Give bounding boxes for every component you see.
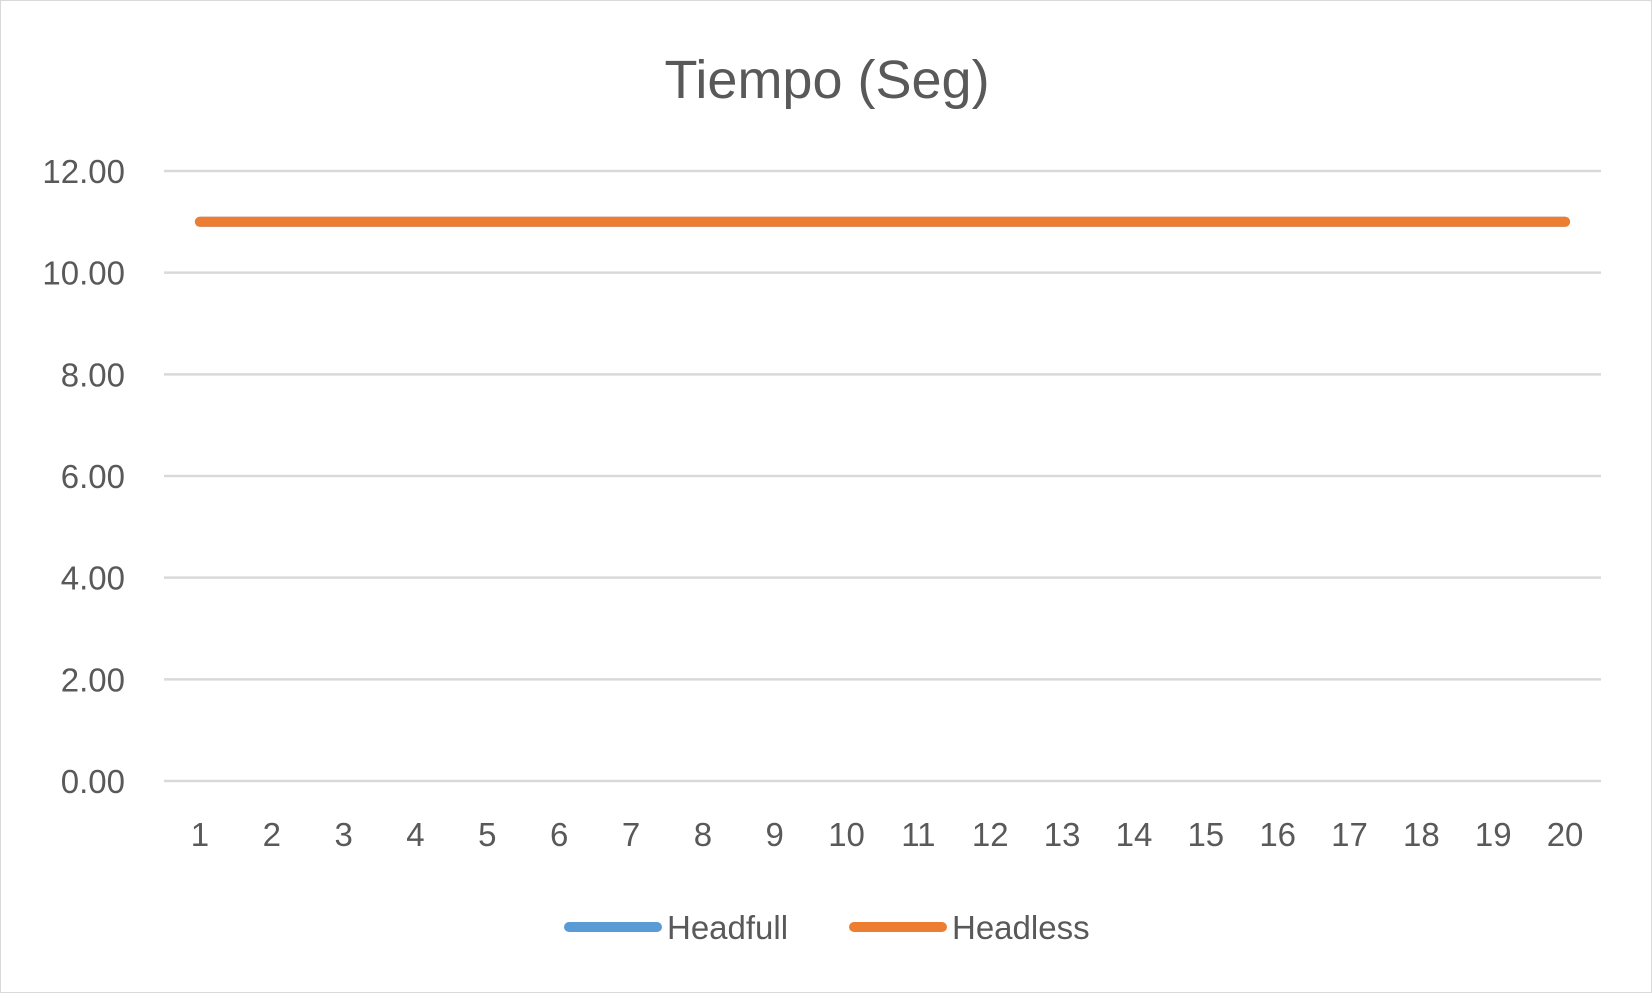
y-tick-label: 10.00 (42, 255, 125, 292)
x-tick-label: 7 (622, 816, 640, 853)
x-tick-label: 16 (1259, 816, 1296, 853)
x-tick-label: 6 (550, 816, 568, 853)
x-tick-label: 4 (406, 816, 424, 853)
x-tick-label: 12 (972, 816, 1009, 853)
x-tick-label: 5 (478, 816, 496, 853)
x-tick-label: 9 (766, 816, 784, 853)
y-tick-label: 0.00 (61, 763, 125, 800)
x-tick-label: 1 (191, 816, 209, 853)
y-tick-label: 8.00 (61, 356, 125, 393)
chart-title: Tiempo (Seg) (664, 50, 989, 110)
y-axis-ticks: 0.00 2.00 4.00 6.00 8.00 10.00 12.00 (42, 153, 125, 800)
legend: Headfull Headless (564, 909, 1090, 946)
x-tick-label: 8 (694, 816, 712, 853)
x-tick-label: 11 (901, 816, 935, 853)
x-tick-label: 13 (1044, 816, 1081, 853)
x-tick-label: 19 (1475, 816, 1512, 853)
x-tick-label: 14 (1116, 816, 1153, 853)
x-tick-label: 15 (1187, 816, 1224, 853)
legend-label-headfull: Headfull (667, 909, 788, 946)
gridlines (164, 169, 1601, 783)
y-tick-label: 4.00 (61, 560, 125, 597)
y-tick-label: 2.00 (61, 661, 125, 698)
x-tick-label: 2 (263, 816, 281, 853)
y-tick-label: 6.00 (61, 458, 125, 495)
legend-label-headless: Headless (952, 909, 1090, 946)
x-tick-label: 3 (334, 816, 352, 853)
x-tick-label: 10 (828, 816, 865, 853)
x-tick-label: 18 (1403, 816, 1440, 853)
x-tick-label: 20 (1547, 816, 1584, 853)
y-tick-label: 12.00 (42, 153, 125, 190)
x-axis-ticks: 1 2 3 4 5 6 7 8 9 10 11 12 13 14 15 16 17 18 19 20 (191, 816, 1584, 853)
x-tick-label: 17 (1331, 816, 1368, 853)
